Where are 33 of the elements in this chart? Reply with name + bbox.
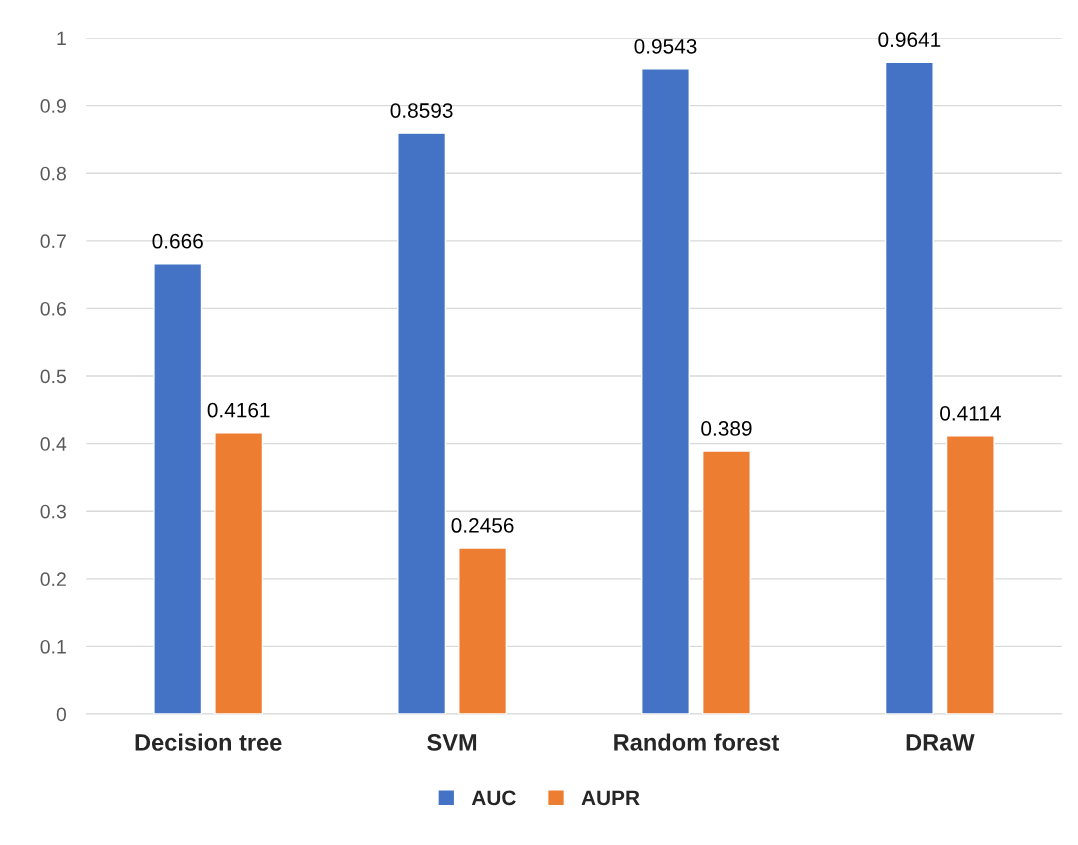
bar [397, 132, 447, 715]
y-tick-label: 0.8 [40, 166, 66, 181]
x-tick-label: SVM [427, 734, 477, 751]
x-tick-label: DRaW [906, 734, 975, 751]
y-tick-label: 0.3 [40, 504, 66, 519]
legend-label: AUC [471, 790, 516, 806]
bar [945, 435, 995, 715]
x-tick-label: Random forest [614, 733, 779, 751]
y-tick-label: 0.1 [40, 639, 66, 654]
data-label: 0.4114 [940, 405, 1001, 421]
legend-label: AUPR [581, 790, 640, 806]
y-tick-label: 0.9 [40, 99, 66, 113]
bar [458, 547, 508, 715]
bar [701, 450, 751, 715]
y-tick-label: 0.7 [40, 234, 66, 249]
bar [153, 263, 203, 715]
y-tick-label: 0.4 [40, 437, 67, 451]
data-label: 0.9543 [634, 38, 697, 54]
y-tick-label: 1 [57, 31, 66, 46]
y-tick-label: 0.2 [40, 572, 66, 587]
bar [884, 61, 934, 715]
data-label: 0.389 [701, 421, 752, 436]
data-label: 0.4161 [207, 402, 270, 418]
data-label: 0.666 [152, 233, 203, 249]
data-label: 0.8593 [390, 103, 453, 118]
y-tick-label: 0.6 [40, 301, 66, 316]
y-tick-label: 0.5 [40, 369, 66, 384]
bar [214, 432, 264, 715]
data-label: 0.2456 [451, 518, 514, 533]
x-tick-label: Decision tree [135, 733, 282, 751]
y-tick-label: 0 [56, 707, 67, 722]
bar [641, 68, 690, 715]
data-label: 0.9641 [878, 32, 941, 48]
